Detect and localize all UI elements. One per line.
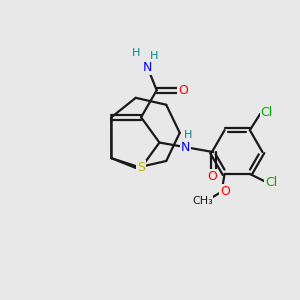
- Text: CH₃: CH₃: [192, 196, 213, 206]
- Text: N: N: [143, 61, 152, 74]
- Text: H: H: [184, 130, 193, 140]
- Text: Cl: Cl: [261, 106, 273, 119]
- Text: N: N: [181, 141, 190, 154]
- Text: O: O: [178, 84, 188, 97]
- Text: O: O: [207, 170, 217, 183]
- Text: O: O: [220, 185, 230, 198]
- Text: Cl: Cl: [265, 176, 278, 189]
- Text: S: S: [137, 161, 145, 174]
- Text: H: H: [150, 50, 158, 61]
- Text: H: H: [132, 48, 141, 58]
